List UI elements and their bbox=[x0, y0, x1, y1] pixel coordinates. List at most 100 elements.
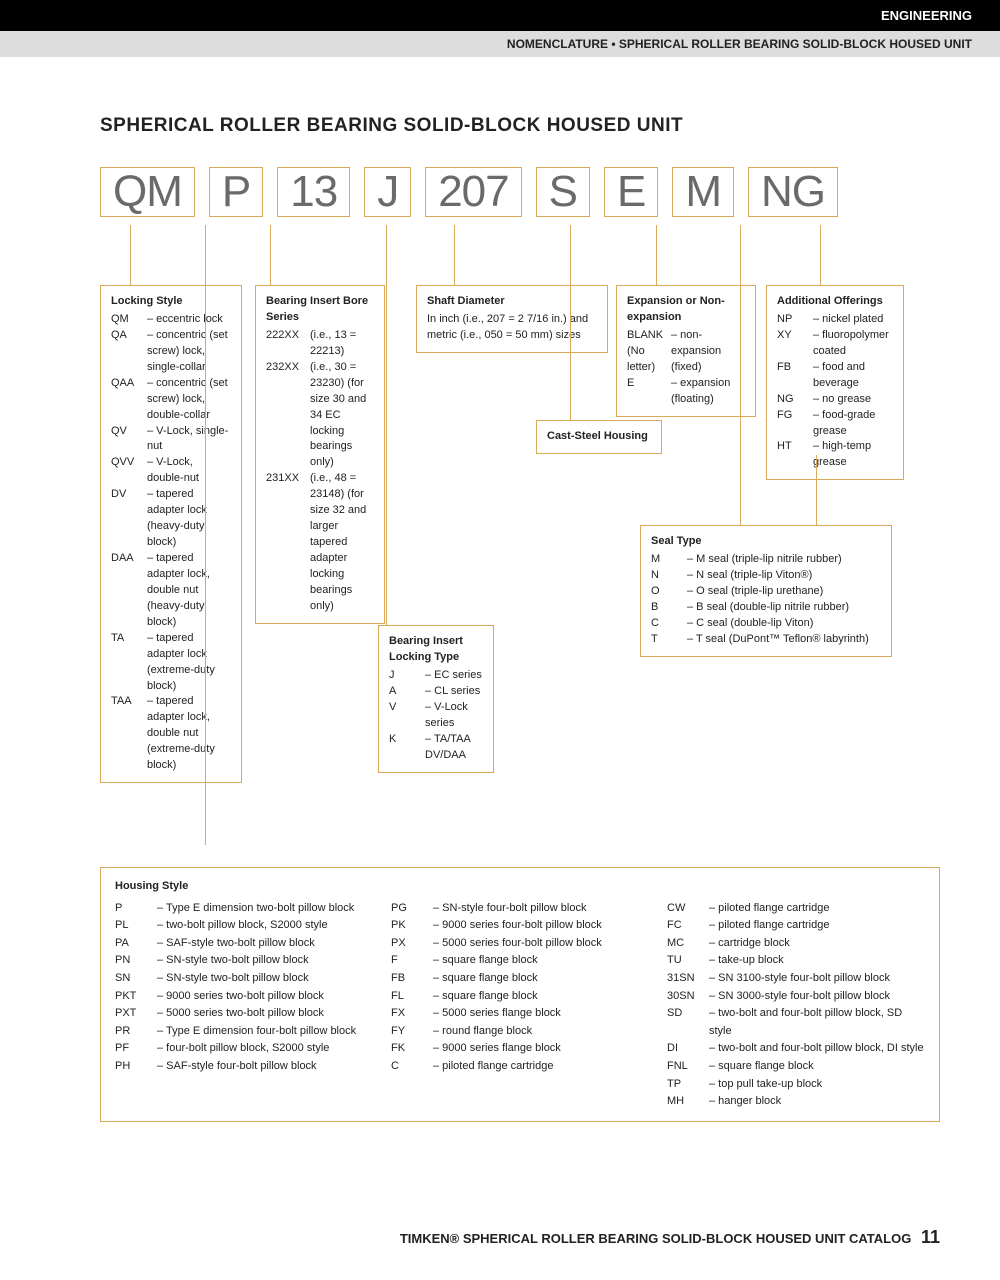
description: – high-temp grease bbox=[813, 439, 893, 471]
locking-style-box: Locking Style QM– eccentric lockQA– conce… bbox=[100, 285, 242, 783]
description: – 5000 series flange block bbox=[433, 1005, 649, 1023]
definition-row: T– T seal (DuPont™ Teflon® labyrinth) bbox=[651, 632, 881, 648]
housing-row: P– Type E dimension two-bolt pillow bloc… bbox=[115, 900, 373, 918]
definition-row: M– M seal (triple-lip nitrile rubber) bbox=[651, 552, 881, 568]
description: – 9000 series two-bolt pillow block bbox=[157, 988, 373, 1006]
box-title: Expansion or Non-expansion bbox=[627, 294, 745, 326]
page-footer: TIMKEN® SPHERICAL ROLLER BEARING SOLID-B… bbox=[400, 1227, 940, 1248]
code: P bbox=[115, 900, 157, 918]
description: – square flange block bbox=[433, 988, 649, 1006]
code: NP bbox=[777, 312, 813, 328]
definition-row: FG– food-grade grease bbox=[777, 408, 893, 440]
description: – V-Lock series bbox=[425, 700, 483, 732]
code: PK bbox=[391, 917, 433, 935]
code: NG bbox=[777, 392, 813, 408]
description: – SN 3100-style four-bolt pillow block bbox=[709, 970, 925, 988]
box-title: Locking Style bbox=[111, 294, 231, 310]
code: TP bbox=[667, 1076, 709, 1094]
connector-line bbox=[816, 455, 817, 525]
description: – TA/TAA DV/DAA bbox=[425, 732, 483, 764]
code: PH bbox=[115, 1058, 157, 1076]
code: MH bbox=[667, 1093, 709, 1111]
code: 231XX bbox=[266, 471, 310, 614]
housing-style-title: Housing Style bbox=[115, 878, 925, 896]
code: DV bbox=[111, 487, 147, 551]
code: 222XX bbox=[266, 328, 310, 360]
description: – concentric (set screw) lock, single-co… bbox=[147, 328, 231, 376]
code: K bbox=[389, 732, 425, 764]
housing-row: CW– piloted flange cartridge bbox=[667, 900, 925, 918]
definition-row: O– O seal (triple-lip urethane) bbox=[651, 584, 881, 600]
definition-row: 222XX(i.e., 13 = 22213) bbox=[266, 328, 374, 360]
cast-steel-box: Cast-Steel Housing bbox=[536, 420, 662, 454]
housing-row: FK– 9000 series flange block bbox=[391, 1040, 649, 1058]
code: FL bbox=[391, 988, 433, 1006]
code: 31SN bbox=[667, 970, 709, 988]
code: F bbox=[391, 952, 433, 970]
code: PG bbox=[391, 900, 433, 918]
description: – no grease bbox=[813, 392, 893, 408]
code: V bbox=[389, 700, 425, 732]
housing-row: MH– hanger block bbox=[667, 1093, 925, 1111]
definition-row: B– B seal (double-lip nitrile rubber) bbox=[651, 600, 881, 616]
description: – Type E dimension four-bolt pillow bloc… bbox=[157, 1023, 373, 1041]
connector-line bbox=[740, 225, 741, 525]
housing-row: TU– take-up block bbox=[667, 952, 925, 970]
definition-row: TA– tapered adapter lock (extreme-duty b… bbox=[111, 631, 231, 695]
description: – T seal (DuPont™ Teflon® labyrinth) bbox=[687, 632, 881, 648]
housing-row: FNL– square flange block bbox=[667, 1058, 925, 1076]
code: A bbox=[389, 684, 425, 700]
shaft-diameter-box: Shaft Diameter In inch (i.e., 207 = 2 7/… bbox=[416, 285, 608, 353]
definition-row: C– C seal (double-lip Viton) bbox=[651, 616, 881, 632]
code-part: QM bbox=[100, 167, 195, 217]
definition-row: QA– concentric (set screw) lock, single-… bbox=[111, 328, 231, 376]
description: – square flange block bbox=[433, 952, 649, 970]
definition-row: FB– food and beverage bbox=[777, 360, 893, 392]
code: E bbox=[627, 376, 671, 408]
housing-row: PA– SAF-style two-bolt pillow block bbox=[115, 935, 373, 953]
box-title: Seal Type bbox=[651, 534, 881, 550]
code-part: M bbox=[672, 167, 734, 217]
definition-row: HT– high-temp grease bbox=[777, 439, 893, 471]
code: QA bbox=[111, 328, 147, 376]
definition-row: QM– eccentric lock bbox=[111, 312, 231, 328]
definition-row: A– CL series bbox=[389, 684, 483, 700]
housing-row: PH– SAF-style four-bolt pillow block bbox=[115, 1058, 373, 1076]
housing-column: PG– SN-style four-bolt pillow blockPK– 9… bbox=[391, 900, 649, 1111]
box-title: Bearing Insert Bore Series bbox=[266, 294, 374, 326]
housing-row: FB– square flange block bbox=[391, 970, 649, 988]
code: M bbox=[651, 552, 687, 568]
connector-line bbox=[454, 225, 455, 285]
code: CW bbox=[667, 900, 709, 918]
description: – 9000 series four-bolt pillow block bbox=[433, 917, 649, 935]
description: – O seal (triple-lip urethane) bbox=[687, 584, 881, 600]
description: (i.e., 48 = 23148) (for size 32 and larg… bbox=[310, 471, 374, 614]
code: PN bbox=[115, 952, 157, 970]
description: – V-Lock, single-nut bbox=[147, 424, 231, 456]
code: DI bbox=[667, 1040, 709, 1058]
code: 30SN bbox=[667, 988, 709, 1006]
description: – 5000 series four-bolt pillow block bbox=[433, 935, 649, 953]
code-part: 207 bbox=[425, 167, 521, 217]
code: FK bbox=[391, 1040, 433, 1058]
definition-row: NP– nickel plated bbox=[777, 312, 893, 328]
housing-row: PX– 5000 series four-bolt pillow block bbox=[391, 935, 649, 953]
definition-row: DV– tapered adapter lock (heavy-duty blo… bbox=[111, 487, 231, 551]
housing-column: CW– piloted flange cartridgeFC– piloted … bbox=[667, 900, 925, 1111]
housing-row: PN– SN-style two-bolt pillow block bbox=[115, 952, 373, 970]
description: – non-expansion (fixed) bbox=[671, 328, 745, 376]
description: – tapered adapter lock, double nut (heav… bbox=[147, 551, 231, 631]
description: (i.e., 30 = 23230) (for size 30 and 34 E… bbox=[310, 360, 374, 472]
code: TU bbox=[667, 952, 709, 970]
housing-row: PR– Type E dimension four-bolt pillow bl… bbox=[115, 1023, 373, 1041]
code: C bbox=[651, 616, 687, 632]
locking-type-box: Bearing Insert Locking TypeJ– EC seriesA… bbox=[378, 625, 494, 773]
code: FB bbox=[777, 360, 813, 392]
housing-column: P– Type E dimension two-bolt pillow bloc… bbox=[115, 900, 373, 1111]
description: – square flange block bbox=[433, 970, 649, 988]
description: – eccentric lock bbox=[147, 312, 231, 328]
description: – expansion (floating) bbox=[671, 376, 745, 408]
housing-row: FL– square flange block bbox=[391, 988, 649, 1006]
description: – SN 3000-style four-bolt pillow block bbox=[709, 988, 925, 1006]
description: (i.e., 13 = 22213) bbox=[310, 328, 374, 360]
